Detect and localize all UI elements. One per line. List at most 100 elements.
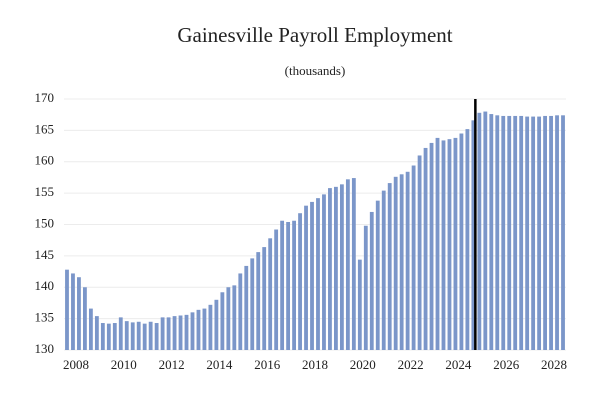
- bar: [375, 200, 380, 350]
- x-tick-label: 2016: [254, 357, 281, 372]
- y-tick-label: 170: [35, 90, 55, 105]
- bar: [411, 165, 416, 350]
- bar: [142, 323, 147, 350]
- x-tick-label: 2008: [63, 357, 89, 372]
- y-tick-label: 150: [35, 215, 55, 230]
- bar: [405, 171, 410, 350]
- bar: [537, 116, 542, 350]
- bar: [423, 147, 428, 350]
- x-tick-label: 2022: [398, 357, 424, 372]
- bar: [531, 116, 536, 350]
- x-tick-label: 2014: [206, 357, 233, 372]
- y-tick-label: 145: [35, 247, 55, 262]
- x-tick-label: 2012: [159, 357, 185, 372]
- bar: [106, 323, 111, 350]
- bar: [88, 308, 93, 350]
- bar: [417, 155, 422, 350]
- bar: [453, 137, 458, 350]
- bar: [363, 225, 368, 350]
- bar: [339, 184, 344, 350]
- x-tick-label: 2028: [541, 357, 567, 372]
- bar: [435, 137, 440, 350]
- bar: [441, 140, 446, 350]
- bar: [381, 190, 386, 350]
- bar: [447, 139, 452, 350]
- x-tick-label: 2018: [302, 357, 328, 372]
- bar: [292, 220, 296, 350]
- bar: [148, 321, 153, 350]
- bar: [232, 285, 237, 350]
- bar: [316, 198, 320, 350]
- y-tick-label: 160: [35, 153, 55, 168]
- bar: [561, 115, 565, 350]
- bar: [357, 259, 362, 350]
- bar: [369, 211, 374, 350]
- bar: [429, 142, 434, 350]
- bar: [226, 287, 231, 350]
- chart-subtitle: (thousands): [285, 63, 346, 78]
- bar: [220, 292, 225, 350]
- bar: [345, 179, 350, 350]
- bar: [549, 115, 553, 350]
- bar: [501, 115, 506, 350]
- y-tick-label: 140: [35, 278, 55, 293]
- bar: [124, 321, 129, 350]
- bar: [250, 258, 255, 350]
- bar: [94, 316, 99, 350]
- bar: [83, 287, 87, 350]
- bar: [459, 133, 464, 350]
- bar: [178, 315, 183, 350]
- bar: [160, 317, 165, 350]
- bar: [351, 178, 356, 350]
- x-tick-label: 2026: [493, 357, 520, 372]
- bar: [202, 308, 207, 350]
- bar: [387, 183, 392, 350]
- bar: [465, 129, 470, 350]
- bar: [268, 238, 273, 350]
- bar: [310, 201, 314, 350]
- bar: [513, 115, 518, 350]
- bar: [256, 252, 261, 350]
- y-tick-label: 155: [35, 184, 55, 199]
- bar: [286, 221, 291, 350]
- bar: [77, 277, 81, 350]
- bar: [495, 115, 500, 350]
- bar: [489, 114, 494, 350]
- bar: [136, 321, 141, 350]
- bar: [328, 188, 332, 350]
- bar: [393, 176, 398, 350]
- bar: [100, 323, 105, 350]
- bar: [65, 269, 69, 350]
- bar: [298, 213, 302, 350]
- bar: [525, 116, 530, 350]
- bar: [184, 314, 189, 350]
- bar: [112, 323, 117, 350]
- bar: [399, 174, 404, 350]
- bar: [130, 322, 135, 350]
- bar: [196, 309, 201, 350]
- bar: [519, 115, 524, 350]
- bar: [262, 247, 267, 350]
- bar: [280, 220, 285, 350]
- bar: [483, 111, 488, 350]
- x-tick-label: 2024: [445, 357, 472, 372]
- bar: [322, 194, 326, 350]
- bar: [334, 186, 338, 350]
- bar: [71, 273, 75, 350]
- bar: [507, 115, 512, 350]
- x-tick-label: 2010: [111, 357, 137, 372]
- chart-title: Gainesville Payroll Employment: [177, 23, 452, 47]
- bar: [190, 312, 195, 350]
- bar: [118, 317, 123, 350]
- bar: [304, 205, 308, 350]
- bar: [477, 112, 482, 351]
- bar: [471, 120, 476, 351]
- x-tick-label: 2020: [350, 357, 376, 372]
- bar: [208, 304, 213, 350]
- bar: [274, 229, 279, 350]
- bar: [555, 115, 559, 350]
- bar: [166, 317, 171, 350]
- bar: [238, 273, 243, 350]
- bar: [543, 115, 547, 350]
